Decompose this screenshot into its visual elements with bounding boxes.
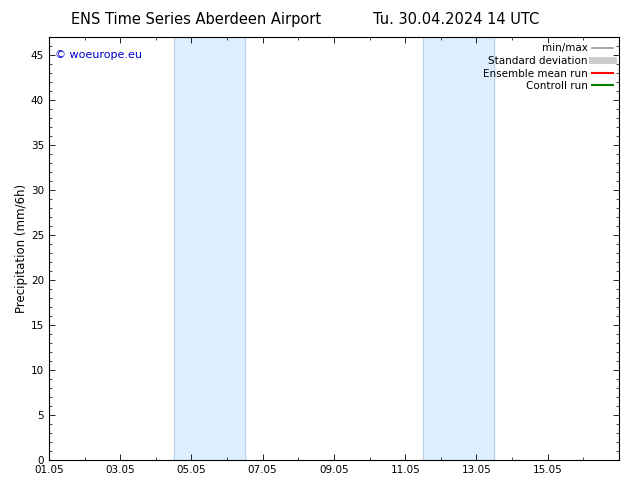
Text: Tu. 30.04.2024 14 UTC: Tu. 30.04.2024 14 UTC bbox=[373, 12, 540, 27]
Bar bbox=[423, 37, 495, 460]
Y-axis label: Precipitation (mm/6h): Precipitation (mm/6h) bbox=[15, 184, 28, 313]
Text: © woeurope.eu: © woeurope.eu bbox=[55, 50, 141, 60]
Bar bbox=[174, 37, 245, 460]
Legend: min/max, Standard deviation, Ensemble mean run, Controll run: min/max, Standard deviation, Ensemble me… bbox=[479, 39, 617, 95]
Text: ENS Time Series Aberdeen Airport: ENS Time Series Aberdeen Airport bbox=[72, 12, 321, 27]
